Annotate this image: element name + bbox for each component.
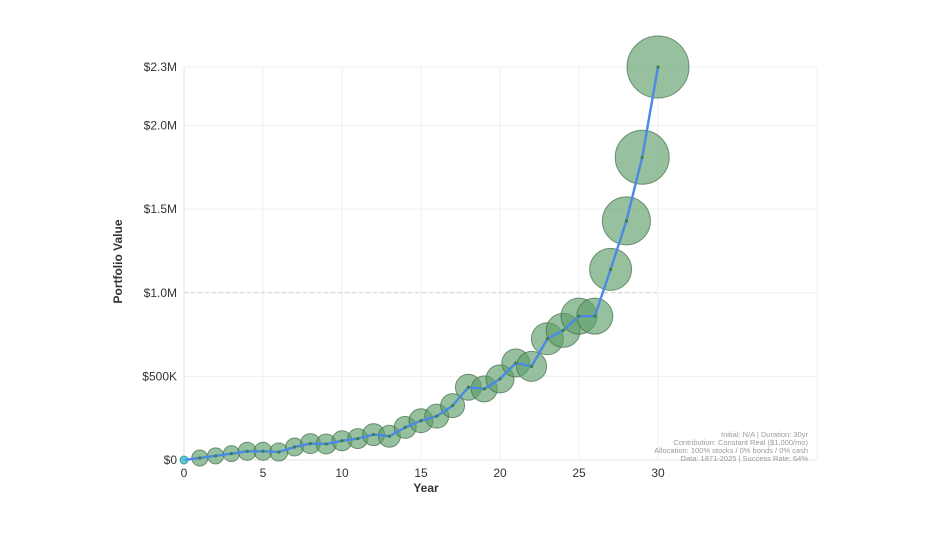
x-tick-label: 25	[572, 466, 586, 480]
data-point	[308, 442, 312, 446]
data-point	[435, 414, 439, 418]
annotation-line-2: Contribution: Constant Real ($1,000/mo)	[673, 438, 808, 447]
data-point	[261, 449, 265, 453]
y-tick-label: $1.0M	[144, 286, 177, 300]
y-tick-label: $2.3M	[144, 60, 177, 74]
bubbles	[179, 35, 690, 467]
x-tick-label: 10	[335, 466, 349, 480]
data-point	[293, 445, 297, 449]
data-point	[656, 65, 660, 69]
data-point	[229, 452, 233, 456]
data-point	[482, 387, 486, 391]
annotation-line-1: Initial: N/A | Duration: 30yr	[721, 430, 808, 439]
data-point	[214, 454, 218, 458]
y-tick-label: $500K	[142, 369, 177, 383]
data-point	[356, 436, 360, 441]
grid	[183, 66, 817, 461]
axes: 0 5 10 15 20 25 30 $0 $500K $1.0M $1.5M $2.0M $2.3M	[142, 60, 818, 480]
data-point	[545, 337, 550, 341]
data-point	[324, 442, 328, 446]
data-point	[340, 439, 344, 443]
x-tick-label: 5	[260, 466, 267, 480]
chart-annotation: Initial: N/A | Duration: 30yr Contributi…	[654, 430, 808, 463]
x-tick-label: 30	[651, 466, 665, 480]
data-point	[403, 425, 407, 429]
data-point	[609, 267, 613, 271]
annotation-line-4: Data: 1871-2025 | Success Rate: 64%	[681, 454, 809, 463]
data-point	[451, 404, 455, 408]
x-tick-label: 0	[181, 466, 188, 480]
y-tick-label: $0	[164, 453, 178, 467]
x-tick-label: 15	[414, 466, 428, 480]
data-point	[514, 361, 518, 365]
series-line-layer	[182, 65, 660, 462]
data-point	[182, 458, 186, 462]
x-axis-title: Year	[413, 481, 439, 495]
y-tick-label: $1.5M	[144, 202, 177, 216]
data-point	[466, 385, 470, 389]
data-point	[530, 364, 534, 368]
y-tick-label: $2.0M	[144, 119, 177, 133]
data-point	[624, 219, 629, 223]
data-point	[419, 419, 423, 423]
data-point	[593, 314, 597, 318]
data-point	[577, 314, 581, 318]
data-point	[277, 450, 281, 454]
data-point	[245, 449, 249, 453]
data-point	[640, 155, 644, 159]
data-point	[498, 377, 502, 381]
annotation-line-3: Allocation: 100% stocks / 0% bonds / 0% …	[654, 446, 808, 455]
data-point	[387, 434, 391, 438]
data-point	[198, 456, 202, 460]
y-axis-title: Portfolio Value	[111, 219, 125, 303]
data-point	[372, 432, 376, 437]
x-tick-label: 20	[493, 466, 507, 480]
data-point	[561, 328, 565, 332]
